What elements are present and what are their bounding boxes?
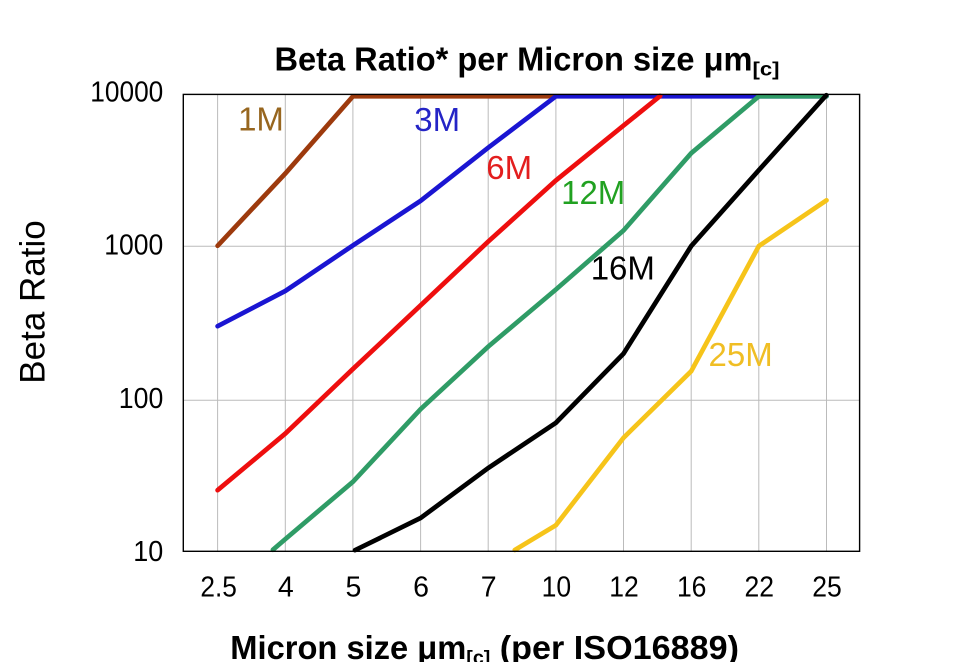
- svg-text:Beta Ratio: Beta Ratio: [14, 220, 53, 383]
- svg-text:12: 12: [609, 572, 639, 604]
- svg-text:Beta Ratio* per Micron size μm: Beta Ratio* per Micron size μm[c]: [275, 41, 780, 81]
- svg-text:5: 5: [345, 572, 361, 604]
- svg-text:16: 16: [677, 572, 707, 604]
- svg-text:6M: 6M: [486, 149, 532, 186]
- svg-text:2.5: 2.5: [200, 572, 237, 604]
- svg-text:3M: 3M: [414, 101, 460, 138]
- svg-text:7: 7: [481, 572, 497, 604]
- svg-text:10: 10: [133, 536, 163, 568]
- svg-text:12M: 12M: [561, 174, 625, 211]
- svg-text:1000: 1000: [104, 229, 163, 261]
- svg-text:6: 6: [413, 572, 429, 604]
- svg-text:16M: 16M: [591, 250, 655, 287]
- svg-text:25M: 25M: [708, 336, 772, 373]
- svg-text:4: 4: [278, 572, 294, 604]
- svg-text:25: 25: [812, 572, 842, 604]
- svg-text:10: 10: [542, 572, 572, 604]
- svg-text:1M: 1M: [238, 101, 284, 138]
- svg-text:22: 22: [745, 572, 775, 604]
- svg-text:Micron size μm[c] (per ISO1688: Micron size μm[c] (per ISO16889): [230, 629, 739, 662]
- svg-text:100: 100: [119, 383, 164, 415]
- svg-text:10000: 10000: [90, 77, 163, 109]
